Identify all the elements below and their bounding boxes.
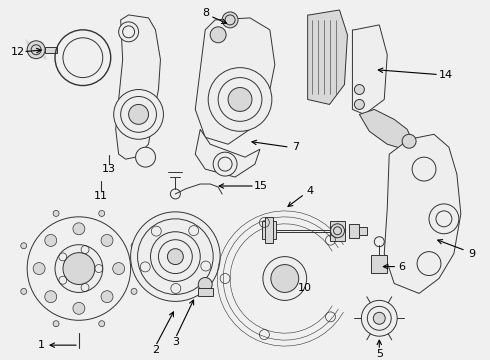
Circle shape xyxy=(21,243,27,249)
Circle shape xyxy=(131,243,137,249)
Polygon shape xyxy=(384,134,461,293)
Bar xyxy=(198,288,213,296)
Circle shape xyxy=(271,265,299,292)
Text: 9: 9 xyxy=(468,249,475,258)
Text: 10: 10 xyxy=(298,283,312,293)
Bar xyxy=(265,217,273,243)
Circle shape xyxy=(210,27,226,43)
Bar xyxy=(14,18,104,155)
Bar xyxy=(250,194,479,282)
Text: 13: 13 xyxy=(102,164,116,174)
Circle shape xyxy=(73,302,85,314)
Circle shape xyxy=(101,291,113,303)
Circle shape xyxy=(113,262,124,275)
Circle shape xyxy=(213,152,237,176)
Polygon shape xyxy=(352,25,387,114)
Text: 8: 8 xyxy=(203,8,210,18)
Circle shape xyxy=(53,321,59,327)
Text: 2: 2 xyxy=(152,345,159,355)
Polygon shape xyxy=(359,109,414,149)
Polygon shape xyxy=(31,45,41,58)
Circle shape xyxy=(136,147,155,167)
Polygon shape xyxy=(196,129,260,177)
Circle shape xyxy=(131,212,220,301)
Circle shape xyxy=(73,223,85,235)
Polygon shape xyxy=(308,10,347,104)
Circle shape xyxy=(354,85,365,94)
Circle shape xyxy=(228,87,252,111)
Polygon shape xyxy=(196,18,275,144)
Circle shape xyxy=(63,253,95,284)
Polygon shape xyxy=(116,15,160,159)
Text: 3: 3 xyxy=(172,337,179,347)
Circle shape xyxy=(150,232,200,282)
Polygon shape xyxy=(26,40,36,58)
Circle shape xyxy=(354,99,365,109)
Text: 12: 12 xyxy=(11,47,25,57)
Bar xyxy=(262,221,276,239)
Polygon shape xyxy=(36,41,46,60)
Circle shape xyxy=(99,211,105,216)
Text: 14: 14 xyxy=(439,69,453,80)
Polygon shape xyxy=(31,41,41,55)
Circle shape xyxy=(222,12,238,28)
Circle shape xyxy=(263,257,307,300)
Circle shape xyxy=(101,234,113,246)
Polygon shape xyxy=(213,207,352,350)
Text: 4: 4 xyxy=(306,186,313,196)
Circle shape xyxy=(33,262,45,275)
Circle shape xyxy=(208,68,272,131)
Circle shape xyxy=(114,90,164,139)
Circle shape xyxy=(362,300,397,336)
Bar xyxy=(45,47,57,53)
Circle shape xyxy=(119,22,139,42)
Bar xyxy=(349,224,359,238)
Circle shape xyxy=(21,288,27,294)
Circle shape xyxy=(27,41,45,59)
Text: 11: 11 xyxy=(94,191,108,201)
Bar xyxy=(250,194,401,282)
Circle shape xyxy=(373,312,385,324)
Circle shape xyxy=(53,211,59,216)
Bar xyxy=(371,255,387,273)
Circle shape xyxy=(131,288,137,294)
Circle shape xyxy=(402,134,416,148)
Polygon shape xyxy=(36,50,46,55)
Circle shape xyxy=(45,234,57,246)
Circle shape xyxy=(168,249,183,265)
Circle shape xyxy=(55,245,103,292)
Polygon shape xyxy=(26,45,36,50)
Bar xyxy=(359,227,368,235)
Circle shape xyxy=(99,321,105,327)
Bar xyxy=(9,12,156,179)
Circle shape xyxy=(7,197,150,340)
Circle shape xyxy=(198,278,212,292)
Text: 7: 7 xyxy=(292,142,299,152)
Circle shape xyxy=(334,227,342,235)
Text: 15: 15 xyxy=(254,181,268,191)
Circle shape xyxy=(45,291,57,303)
Text: 5: 5 xyxy=(376,349,383,359)
Text: 6: 6 xyxy=(399,262,406,271)
Text: 1: 1 xyxy=(38,340,45,350)
Circle shape xyxy=(128,104,148,124)
Bar xyxy=(330,221,345,241)
